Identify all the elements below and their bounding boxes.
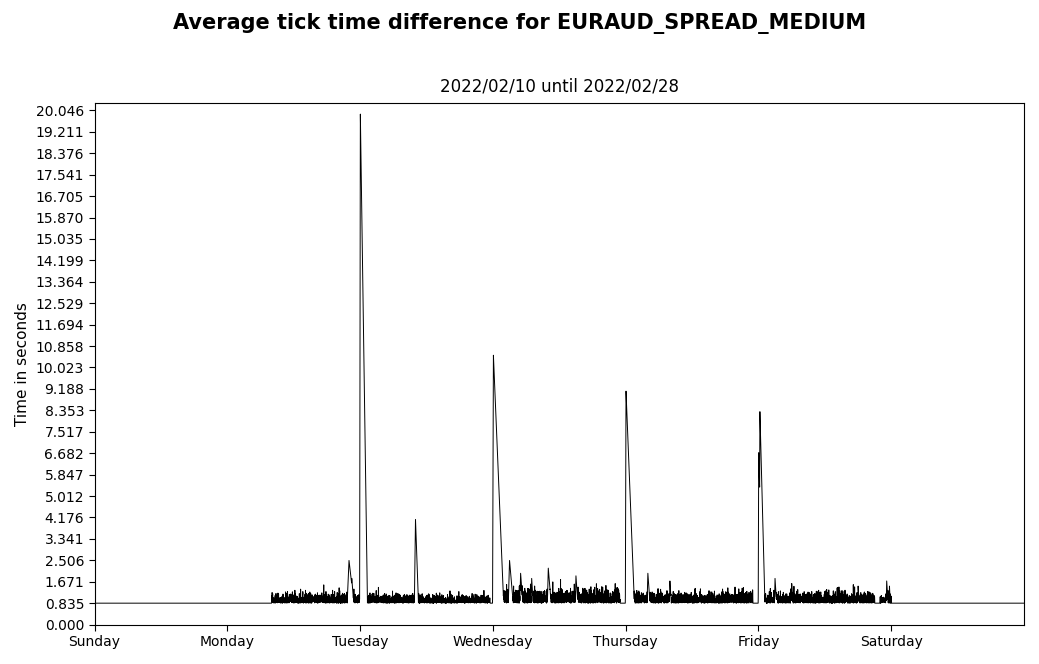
Y-axis label: Time in seconds: Time in seconds	[15, 301, 30, 426]
Title: 2022/02/10 until 2022/02/28: 2022/02/10 until 2022/02/28	[439, 78, 678, 96]
Text: Average tick time difference for EURAUD_SPREAD_MEDIUM: Average tick time difference for EURAUD_…	[172, 13, 867, 35]
